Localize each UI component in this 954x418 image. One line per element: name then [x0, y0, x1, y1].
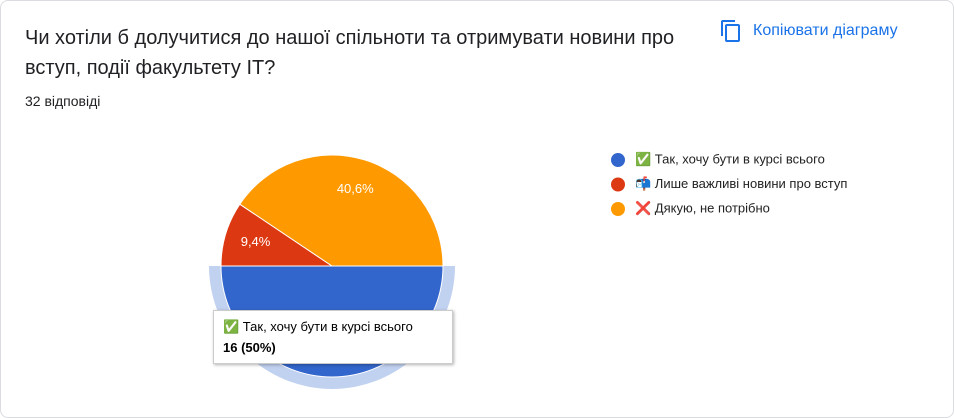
- legend-label: ❌ Дякую, не потрібно: [635, 200, 770, 216]
- slice-label: 40,6%: [337, 181, 374, 196]
- copy-icon: [721, 20, 740, 42]
- legend-label: 📬 Лише важливі новини про вступ: [635, 176, 847, 191]
- copy-label: Копіювати діаграму: [753, 22, 898, 39]
- tooltip-category: ✅ Так, хочу бути в курсі всього: [223, 319, 413, 334]
- legend-label: ✅ Так, хочу бути в курсі всього: [635, 151, 825, 166]
- tooltip: ✅ Так, хочу бути в курсі всього 16 (50%): [213, 310, 453, 364]
- copy-chart-button[interactable]: Копіювати діаграму: [719, 19, 898, 43]
- response-count: 32 відповіді: [25, 93, 101, 109]
- tooltip-value: 16 (50%): [223, 340, 276, 355]
- legend-swatch: [611, 177, 625, 192]
- legend-swatch: [611, 202, 625, 216]
- pie-chart: 9,4% 40,6% ✅ Так, хочу бути в курсі всього…: [209, 151, 847, 389]
- slice-label: 9,4%: [241, 234, 271, 249]
- chart-title: Чи хотіли б долучитися до нашої спільнот…: [25, 27, 675, 79]
- legend-swatch: [611, 153, 625, 167]
- pie-slice: [239, 154, 444, 267]
